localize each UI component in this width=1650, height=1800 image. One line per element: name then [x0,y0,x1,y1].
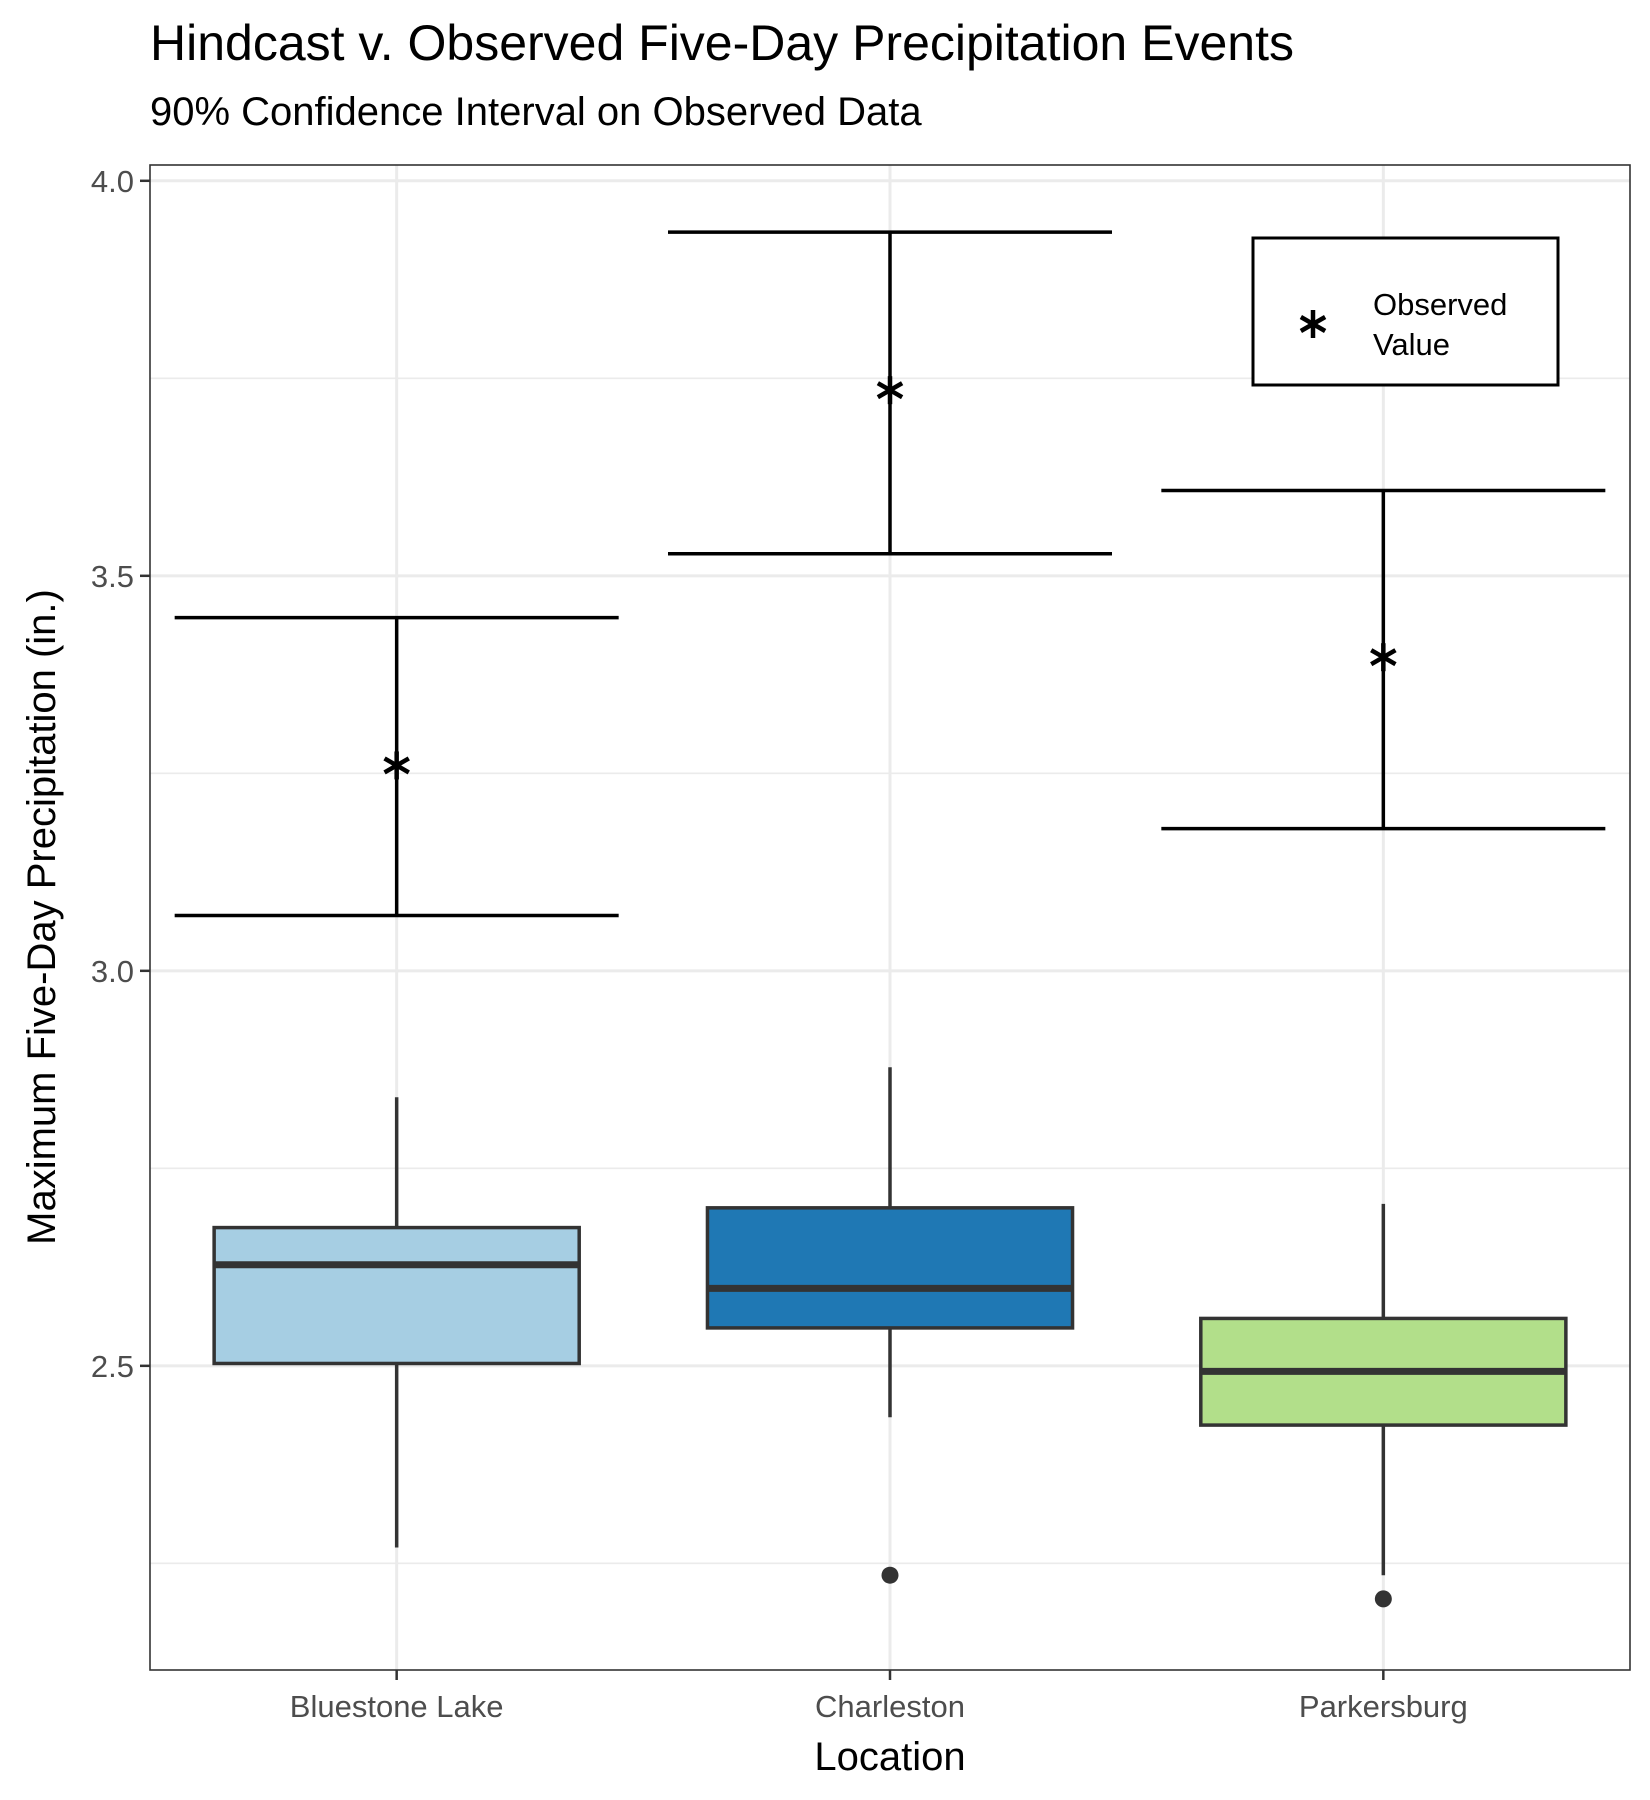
x-tick-label: Parkersburg [1299,1689,1468,1724]
chart-subtitle: 90% Confidence Interval on Observed Data [150,90,922,134]
legend: Observed Value [1251,236,1560,387]
errorbar-bluestone-lake [174,615,619,918]
legend-asterisk-icon [1299,310,1327,338]
box-body [212,1225,581,1366]
asterisk-stroke [1370,648,1397,667]
y-tick-label: 4.0 [91,164,134,199]
observed-value-point [1370,643,1397,672]
observed-value-point [876,376,904,405]
errorbar-layer [174,230,1606,918]
legend-asterisk [1299,310,1327,338]
y-tick-label: 3.5 [91,559,134,594]
legend-label-line2: Value [1373,327,1450,362]
errorbar-charleston [668,230,1112,556]
y-tick-label: 2.5 [91,1349,134,1384]
x-tick-label: Bluestone Lake [290,1689,504,1724]
asterisk-stroke [876,381,904,400]
outlier-point [1374,1590,1392,1608]
asterisk-stroke [383,756,410,775]
y-tick-label: 3.0 [91,954,134,989]
legend-label-line1: Observed [1373,287,1507,322]
asterisk-stroke [1299,315,1327,333]
observed-value-point [383,751,410,780]
y-axis-title: Maximum Five-Day Precipitation (in.) [20,589,64,1245]
x-tick-label: Charleston [815,1689,965,1724]
chart-title: Hindcast v. Observed Five-Day Precipitat… [150,15,1294,71]
box-bluestone-lake [212,1097,581,1548]
box-charleston [705,1067,1075,1584]
boxplot-layer [212,1067,1568,1608]
x-axis-title: Location [814,1735,965,1779]
axis-layer: 2.5 3.0 3.5 4.0 Bluestone Lake Charleston Park… [91,164,1468,1724]
errorbar-parkersburg [1161,488,1606,831]
outlier-point [881,1566,899,1584]
box-body [705,1206,1075,1330]
legend-box [1251,236,1560,387]
box-parkersburg [1199,1203,1568,1608]
